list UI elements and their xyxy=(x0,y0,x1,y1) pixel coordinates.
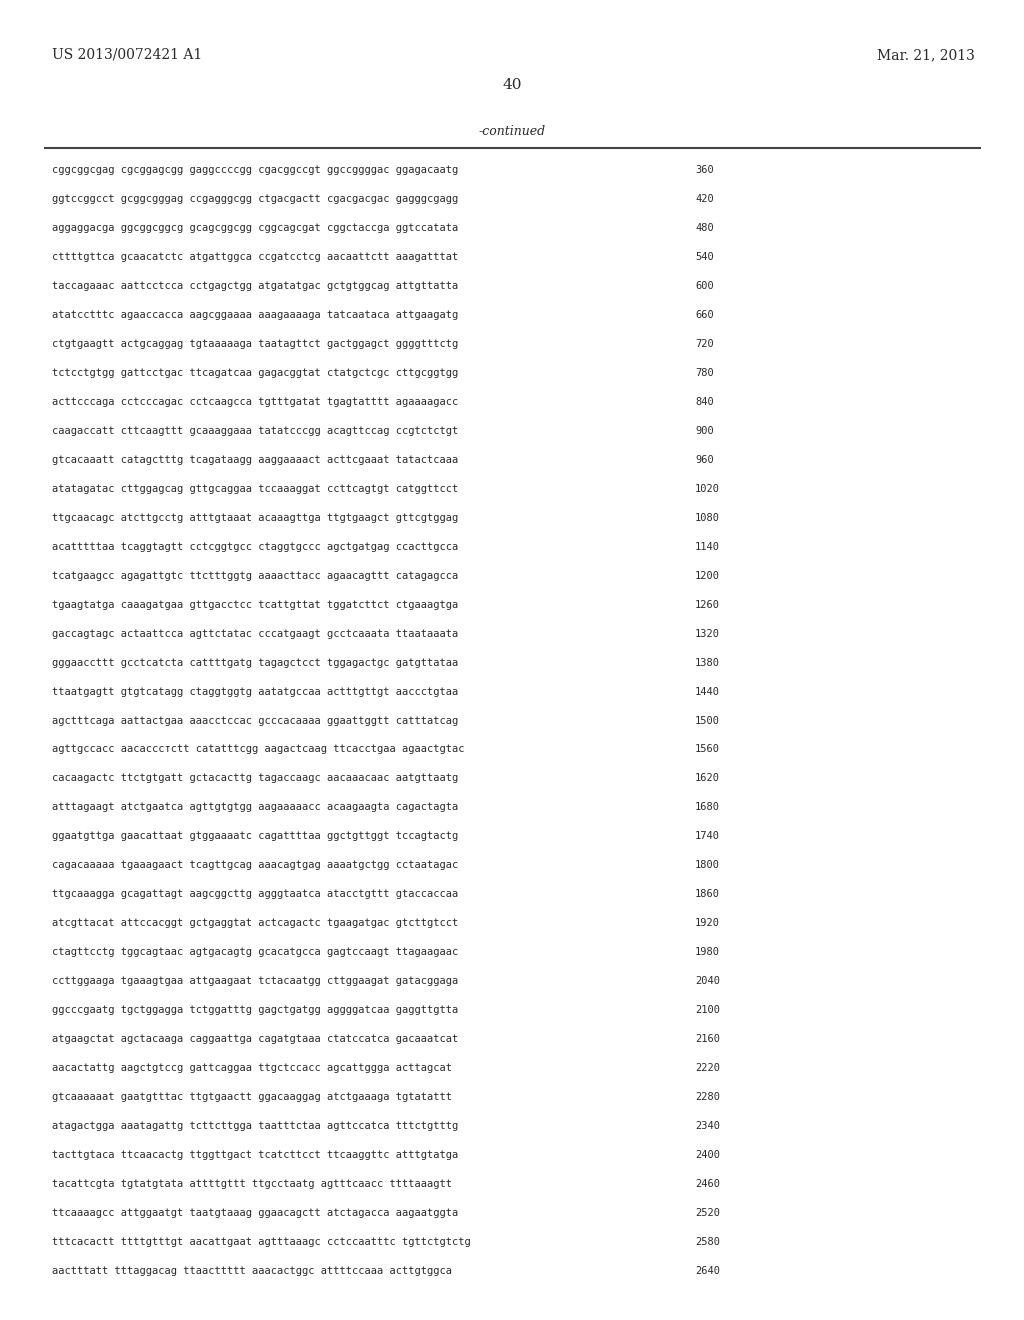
Text: US 2013/0072421 A1: US 2013/0072421 A1 xyxy=(52,48,203,62)
Text: 600: 600 xyxy=(695,281,714,290)
Text: 2580: 2580 xyxy=(695,1237,720,1247)
Text: 480: 480 xyxy=(695,223,714,232)
Text: 1320: 1320 xyxy=(695,628,720,639)
Text: 2340: 2340 xyxy=(695,1121,720,1131)
Text: 2520: 2520 xyxy=(695,1208,720,1218)
Text: 40: 40 xyxy=(502,78,522,92)
Text: 1920: 1920 xyxy=(695,919,720,928)
Text: 2460: 2460 xyxy=(695,1179,720,1189)
Text: agttgccacc aacacccтctt catatttcgg aagactcaag ttcacctgaa agaactgtac: agttgccacc aacacccтctt catatttcgg aagact… xyxy=(52,744,465,755)
Text: 1680: 1680 xyxy=(695,803,720,812)
Text: atagactgga aaatagattg tcttcttgga taatttctaa agttccatca tttctgtttg: atagactgga aaatagattg tcttcttgga taatttc… xyxy=(52,1121,459,1131)
Text: agctttcaga aattactgaa aaacctccac gcccacaaaa ggaattggtt catttatcag: agctttcaga aattactgaa aaacctccac gcccaca… xyxy=(52,715,459,726)
Text: atgaagctat agctacaaga caggaattga cagatgtaaa ctatccatca gacaaatcat: atgaagctat agctacaaga caggaattga cagatgt… xyxy=(52,1035,459,1044)
Text: -continued: -continued xyxy=(478,125,546,139)
Text: tctcctgtgg gattcctgac ttcagatcaa gagacggtat ctatgctcgc cttgcggtgg: tctcctgtgg gattcctgac ttcagatcaa gagacgg… xyxy=(52,368,459,378)
Text: 960: 960 xyxy=(695,455,714,465)
Text: tacttgtaca ttcaacactg ttggttgact tcatcttcct ttcaaggttc atttgtatga: tacttgtaca ttcaacactg ttggttgact tcatctt… xyxy=(52,1150,459,1160)
Text: gggaaccttt gcctcatcta cattttgatg tagagctcct tggagactgc gatgttataa: gggaaccttt gcctcatcta cattttgatg tagagct… xyxy=(52,657,459,668)
Text: 1800: 1800 xyxy=(695,861,720,870)
Text: 660: 660 xyxy=(695,310,714,319)
Text: ttaatgagtt gtgtcatagg ctaggtggtg aatatgccaa actttgttgt aaccctgtaa: ttaatgagtt gtgtcatagg ctaggtggtg aatatgc… xyxy=(52,686,459,697)
Text: 2040: 2040 xyxy=(695,977,720,986)
Text: 780: 780 xyxy=(695,368,714,378)
Text: 360: 360 xyxy=(695,165,714,176)
Text: 2220: 2220 xyxy=(695,1063,720,1073)
Text: aactttatt tttaggacag ttaacttttt aaacactggc attttccaaa acttgtggca: aactttatt tttaggacag ttaacttttt aaacactg… xyxy=(52,1266,452,1276)
Text: aggaggacga ggcggcggcg gcagcggcgg cggcagcgat cggctaccga ggtccatata: aggaggacga ggcggcggcg gcagcggcgg cggcagc… xyxy=(52,223,459,232)
Text: gaccagtagc actaattcca agttctatac cccatgaagt gcctcaaata ttaataaata: gaccagtagc actaattcca agttctatac cccatga… xyxy=(52,628,459,639)
Text: 540: 540 xyxy=(695,252,714,261)
Text: ctagttcctg tggcagtaac agtgacagtg gcacatgcca gagtccaagt ttagaagaac: ctagttcctg tggcagtaac agtgacagtg gcacatg… xyxy=(52,948,459,957)
Text: ttcaaaagcc attggaatgt taatgtaaag ggaacagctt atctagacca aagaatggta: ttcaaaagcc attggaatgt taatgtaaag ggaacag… xyxy=(52,1208,459,1218)
Text: atatcctttc agaaccacca aagcggaaaa aaagaaaaga tatcaataca attgaagatg: atatcctttc agaaccacca aagcggaaaa aaagaaa… xyxy=(52,310,459,319)
Text: tttcacactt ttttgtttgt aacattgaat agtttaaagc cctccaatttc tgttctgtctg: tttcacactt ttttgtttgt aacattgaat agtttaa… xyxy=(52,1237,471,1247)
Text: 1020: 1020 xyxy=(695,483,720,494)
Text: 2280: 2280 xyxy=(695,1092,720,1102)
Text: 840: 840 xyxy=(695,397,714,407)
Text: 900: 900 xyxy=(695,426,714,436)
Text: ggcccgaatg tgctggagga tctggatttg gagctgatgg aggggatcaa gaggttgtta: ggcccgaatg tgctggagga tctggatttg gagctga… xyxy=(52,1006,459,1015)
Text: ggaatgttga gaacattaat gtggaaaatc cagattttaa ggctgttggt tccagtactg: ggaatgttga gaacattaat gtggaaaatc cagattt… xyxy=(52,832,459,841)
Text: cagacaaaaa tgaaagaact tcagttgcag aaacagtgag aaaatgctgg cctaatagac: cagacaaaaa tgaaagaact tcagttgcag aaacagt… xyxy=(52,861,459,870)
Text: ccttggaaga tgaaagtgaa attgaagaat tctacaatgg cttggaagat gatacggaga: ccttggaaga tgaaagtgaa attgaagaat tctacaa… xyxy=(52,977,459,986)
Text: atatagatac cttggagcag gttgcaggaa tccaaaggat ccttcagtgt catggttcct: atatagatac cttggagcag gttgcaggaa tccaaag… xyxy=(52,483,459,494)
Text: acatttttaa tcaggtagtt cctcggtgcc ctaggtgccc agctgatgag ccacttgcca: acatttttaa tcaggtagtt cctcggtgcc ctaggtg… xyxy=(52,541,459,552)
Text: tgaagtatga caaagatgaa gttgacctcc tcattgttat tggatcttct ctgaaagtga: tgaagtatga caaagatgaa gttgacctcc tcattgt… xyxy=(52,599,459,610)
Text: 1740: 1740 xyxy=(695,832,720,841)
Text: 2400: 2400 xyxy=(695,1150,720,1160)
Text: 1860: 1860 xyxy=(695,890,720,899)
Text: 1140: 1140 xyxy=(695,541,720,552)
Text: cacaagactc ttctgtgatt gctacacttg tagaccaagc aacaaacaac aatgttaatg: cacaagactc ttctgtgatt gctacacttg tagacca… xyxy=(52,774,459,784)
Text: 1380: 1380 xyxy=(695,657,720,668)
Text: 1560: 1560 xyxy=(695,744,720,755)
Text: ttgcaaagga gcagattagt aagcggcttg agggtaatca atacctgttt gtaccaccaa: ttgcaaagga gcagattagt aagcggcttg agggtaa… xyxy=(52,890,459,899)
Text: 1200: 1200 xyxy=(695,570,720,581)
Text: 1440: 1440 xyxy=(695,686,720,697)
Text: ctgtgaagtt actgcaggag tgtaaaaaga taatagttct gactggagct ggggtttctg: ctgtgaagtt actgcaggag tgtaaaaaga taatagt… xyxy=(52,339,459,348)
Text: ggtccggcct gcggcgggag ccgagggcgg ctgacgactt cgacgacgac gagggcgagg: ggtccggcct gcggcgggag ccgagggcgg ctgacga… xyxy=(52,194,459,205)
Text: caagaccatt cttcaagttt gcaaaggaaa tatatcccgg acagttccag ccgtctctgt: caagaccatt cttcaagttt gcaaaggaaa tatatcc… xyxy=(52,426,459,436)
Text: Mar. 21, 2013: Mar. 21, 2013 xyxy=(878,48,975,62)
Text: gtcaaaaaat gaatgtttac ttgtgaactt ggacaaggag atctgaaaga tgtatattt: gtcaaaaaat gaatgtttac ttgtgaactt ggacaag… xyxy=(52,1092,452,1102)
Text: gtcacaaatt catagctttg tcagataagg aaggaaaact acttcgaaat tatactcaaa: gtcacaaatt catagctttg tcagataagg aaggaaa… xyxy=(52,455,459,465)
Text: 1260: 1260 xyxy=(695,599,720,610)
Text: 720: 720 xyxy=(695,339,714,348)
Text: 420: 420 xyxy=(695,194,714,205)
Text: 2100: 2100 xyxy=(695,1006,720,1015)
Text: atttagaagt atctgaatca agttgtgtgg aagaaaaacc acaagaagta cagactagta: atttagaagt atctgaatca agttgtgtgg aagaaaa… xyxy=(52,803,459,812)
Text: taccagaaac aattcctcca cctgagctgg atgatatgac gctgtggcag attgttatta: taccagaaac aattcctcca cctgagctgg atgatat… xyxy=(52,281,459,290)
Text: ttgcaacagc atcttgcctg atttgtaaat acaaagttga ttgtgaagct gttcgtggag: ttgcaacagc atcttgcctg atttgtaaat acaaagt… xyxy=(52,512,459,523)
Text: tcatgaagcc agagattgtc ttctttggtg aaaacttacc agaacagttt catagagcca: tcatgaagcc agagattgtc ttctttggtg aaaactt… xyxy=(52,570,459,581)
Text: aacactattg aagctgtccg gattcaggaa ttgctccacc agcattggga acttagcat: aacactattg aagctgtccg gattcaggaa ttgctcc… xyxy=(52,1063,452,1073)
Text: 1500: 1500 xyxy=(695,715,720,726)
Text: 1080: 1080 xyxy=(695,512,720,523)
Text: cggcggcgag cgcggagcgg gaggccccgg cgacggccgt ggccggggac ggagacaatg: cggcggcgag cgcggagcgg gaggccccgg cgacggc… xyxy=(52,165,459,176)
Text: 1620: 1620 xyxy=(695,774,720,784)
Text: acttcccaga cctcccagac cctcaagcca tgtttgatat tgagtatttt agaaaagacc: acttcccaga cctcccagac cctcaagcca tgtttga… xyxy=(52,397,459,407)
Text: tacattcgta tgtatgtata attttgttt ttgcctaatg agtttcaacc ttttaaagtt: tacattcgta tgtatgtata attttgttt ttgcctaa… xyxy=(52,1179,452,1189)
Text: cttttgttca gcaacatctc atgattggca ccgatcctcg aacaattctt aaagatttat: cttttgttca gcaacatctc atgattggca ccgatcc… xyxy=(52,252,459,261)
Text: 2640: 2640 xyxy=(695,1266,720,1276)
Text: 2160: 2160 xyxy=(695,1035,720,1044)
Text: 1980: 1980 xyxy=(695,948,720,957)
Text: atcgttacat attccacggt gctgaggtat actcagactc tgaagatgac gtcttgtcct: atcgttacat attccacggt gctgaggtat actcaga… xyxy=(52,919,459,928)
